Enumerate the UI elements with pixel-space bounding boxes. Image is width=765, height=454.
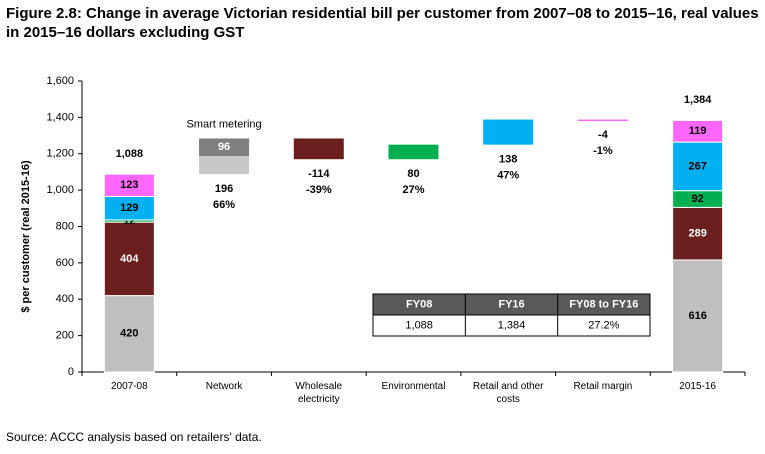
source-note: Source: ACCC analysis based on retailers… bbox=[6, 430, 262, 444]
chart-title: Figure 2.8: Change in average Victorian … bbox=[6, 5, 759, 41]
step-value-label: 196 bbox=[215, 183, 233, 195]
y-tick-label: 1,400 bbox=[46, 111, 74, 123]
segment-label: 616 bbox=[688, 310, 706, 322]
table-cell: 1,384 bbox=[498, 319, 526, 331]
segment-label: 420 bbox=[120, 328, 138, 340]
x-tick-label: Retail and other costs bbox=[472, 381, 544, 405]
segment-label: 129 bbox=[120, 202, 138, 214]
y-tick-label: 1,600 bbox=[46, 75, 74, 87]
y-axis-label: $ per customer (real 2015-16) bbox=[20, 160, 32, 313]
stack-segment bbox=[103, 173, 155, 197]
step-value-label: -4 bbox=[598, 129, 609, 141]
y-tick-label: 400 bbox=[56, 293, 74, 305]
x-tick-label: 2015-16 bbox=[679, 381, 716, 392]
step-bar bbox=[293, 138, 344, 160]
step-change-label: -1% bbox=[593, 145, 613, 157]
step-change-label: -39% bbox=[306, 184, 332, 196]
segment-label: 123 bbox=[120, 179, 138, 191]
segment-label: 119 bbox=[689, 125, 707, 137]
step-bar bbox=[483, 119, 534, 145]
stack-segment bbox=[672, 206, 724, 261]
x-tick-label: Retail margin bbox=[573, 381, 633, 392]
step-change-label: 47% bbox=[497, 170, 519, 182]
y-tick-label: 200 bbox=[56, 330, 74, 342]
y-tick-label: 0 bbox=[68, 366, 74, 378]
table-header-bg bbox=[373, 294, 650, 315]
stack-segment bbox=[672, 119, 724, 143]
stack-segment bbox=[103, 221, 155, 297]
step-value-label: -114 bbox=[308, 168, 330, 180]
annotation: Smart metering bbox=[186, 118, 261, 130]
step-change-label: 27% bbox=[402, 184, 424, 196]
total-label: 1,384 bbox=[684, 94, 712, 106]
x-tick-label: Environmental bbox=[381, 381, 446, 392]
table-header: FY08 bbox=[406, 298, 432, 310]
y-tick-label: 800 bbox=[56, 220, 74, 232]
stack-segment bbox=[672, 259, 724, 373]
segment-label: 289 bbox=[688, 228, 706, 240]
step-value-label: 80 bbox=[407, 168, 419, 180]
segment-label: 267 bbox=[688, 160, 706, 172]
segment-label: 404 bbox=[120, 253, 139, 265]
table-header: FY16 bbox=[498, 298, 524, 310]
table-cell: 27.2% bbox=[588, 319, 619, 331]
y-tick-label: 600 bbox=[56, 257, 74, 269]
y-tick-label: 1,000 bbox=[46, 184, 74, 196]
total-label: 1,088 bbox=[116, 148, 144, 160]
step-part bbox=[199, 138, 250, 156]
step-value-label: 138 bbox=[499, 154, 517, 166]
part-label: 96 bbox=[218, 141, 230, 153]
stack-segment bbox=[672, 141, 724, 192]
step-change-label: 66% bbox=[213, 199, 235, 211]
segment-label: 92 bbox=[692, 193, 704, 205]
x-tick-label: 2007-08 bbox=[110, 381, 148, 392]
table-header: FY08 to FY16 bbox=[569, 298, 638, 310]
x-tick-label: Network bbox=[205, 381, 243, 392]
stack-segment bbox=[103, 295, 155, 373]
step-bar bbox=[577, 119, 628, 122]
table-cell: 1,088 bbox=[405, 319, 433, 331]
y-tick-label: 1,200 bbox=[46, 148, 74, 160]
step-bar bbox=[388, 144, 439, 160]
x-tick-label: Wholesale electricity bbox=[295, 381, 343, 405]
